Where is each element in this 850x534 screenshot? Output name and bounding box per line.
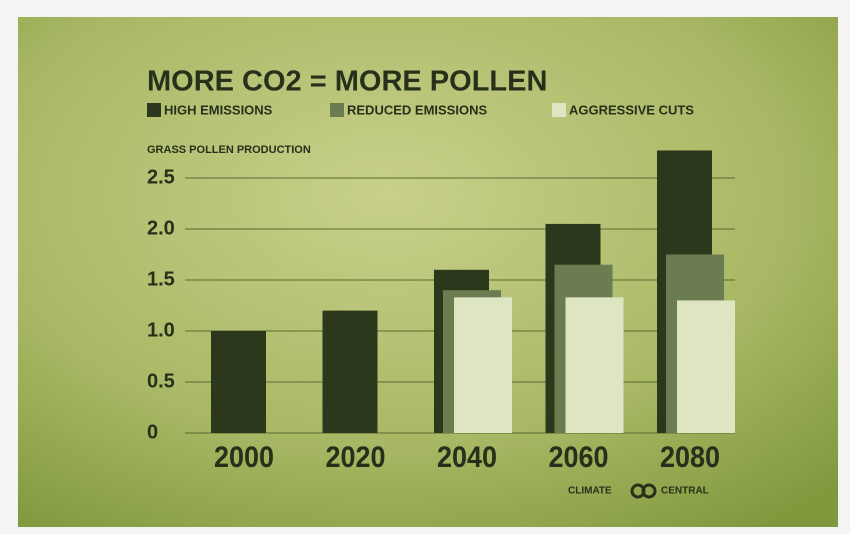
bar [677, 300, 735, 433]
y-tick-label: 0.5 [147, 370, 175, 392]
x-tick-label: 2060 [549, 441, 609, 474]
legend-swatch [552, 103, 566, 117]
y-axis-label: GRASS POLLEN PRODUCTION [147, 144, 311, 156]
bar [211, 331, 266, 433]
legend-label: HIGH EMISSIONS [164, 102, 273, 117]
y-tick-label: 0 [147, 421, 158, 443]
bar [565, 297, 624, 433]
y-tick-label: 2.0 [147, 217, 175, 239]
bar [322, 310, 378, 433]
x-tick-label: 2040 [437, 441, 497, 474]
chart-title: MORE CO2 = MORE POLLEN [147, 66, 547, 98]
legend-swatch [147, 103, 161, 117]
legend-label: REDUCED EMISSIONS [347, 102, 487, 117]
credit-left: CLIMATE [568, 486, 612, 497]
bar [454, 297, 512, 433]
credit-right: CENTRAL [661, 486, 709, 497]
legend-label: AGGRESSIVE CUTS [569, 102, 694, 117]
legend-swatch [330, 103, 344, 117]
x-tick-label: 2000 [214, 441, 274, 474]
x-tick-label: 2080 [660, 441, 720, 474]
y-tick-label: 1.5 [147, 268, 175, 290]
y-tick-label: 2.5 [147, 166, 175, 188]
y-tick-label: 1.0 [147, 319, 175, 341]
credit: CLIMATE CENTRAL [568, 483, 709, 499]
x-tick-label: 2020 [326, 441, 386, 474]
logo-icon [641, 483, 657, 499]
